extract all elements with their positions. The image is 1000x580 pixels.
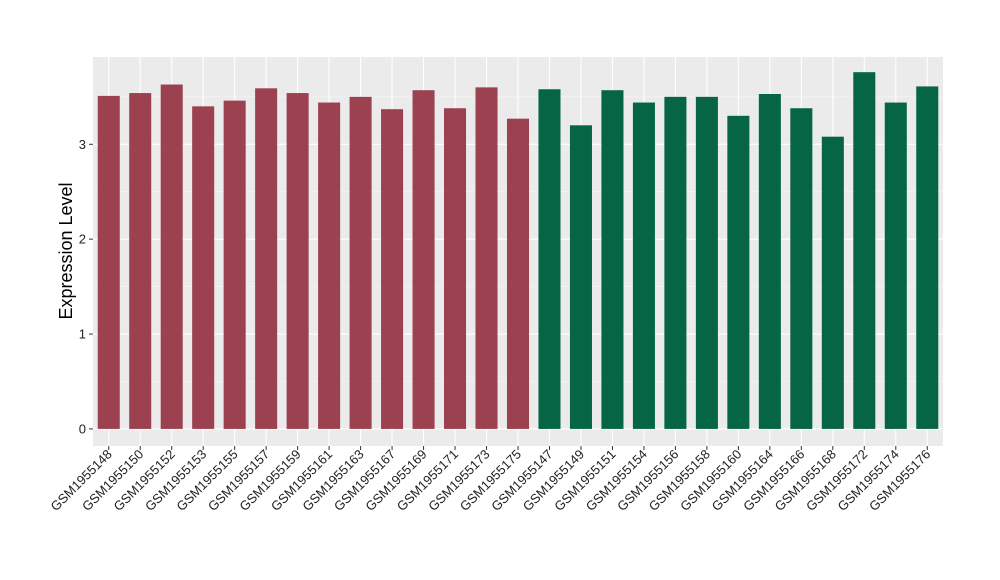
y-tick-label: 3 <box>79 137 86 152</box>
bar-GSM1955173 <box>475 87 498 429</box>
bar-GSM1955158 <box>695 96 718 429</box>
bar-GSM1955155 <box>223 100 246 429</box>
y-tick-label: 0 <box>79 421 86 436</box>
bar-GSM1955156 <box>664 96 687 429</box>
bars-group <box>97 72 939 429</box>
y-axis-ticks: 0 1 2 3 <box>79 137 93 436</box>
y-axis-title: Expression Level <box>56 182 76 319</box>
bar-GSM1955151 <box>601 90 624 429</box>
bar-GSM1955147 <box>538 89 561 429</box>
y-tick-label: 1 <box>79 327 86 342</box>
bar-GSM1955174 <box>884 102 907 429</box>
bar-GSM1955150 <box>129 93 152 429</box>
bar-GSM1955166 <box>790 108 813 429</box>
bar-GSM1955164 <box>758 94 781 429</box>
bar-GSM1955172 <box>853 72 876 429</box>
bar-GSM1955148 <box>97 95 120 429</box>
bar-GSM1955163 <box>349 96 372 429</box>
bar-GSM1955168 <box>821 136 844 429</box>
bar-GSM1955160 <box>727 115 750 429</box>
bar-GSM1955157 <box>255 88 278 429</box>
bar-GSM1955171 <box>444 108 467 429</box>
bar-GSM1955161 <box>318 102 341 429</box>
bar-GSM1955153 <box>192 106 215 429</box>
bar-GSM1955169 <box>412 90 435 429</box>
bar-GSM1955154 <box>632 102 655 429</box>
x-axis-ticks: GSM1955148GSM1955150GSM1955152GSM1955153… <box>48 446 933 514</box>
bar-GSM1955167 <box>381 109 404 429</box>
bar-GSM1955152 <box>160 84 183 429</box>
bar-GSM1955175 <box>506 118 530 429</box>
bar-GSM1955149 <box>569 125 592 429</box>
y-tick-label: 2 <box>79 232 86 247</box>
bar-GSM1955176 <box>916 86 939 429</box>
bar-GSM1955159 <box>286 93 309 429</box>
